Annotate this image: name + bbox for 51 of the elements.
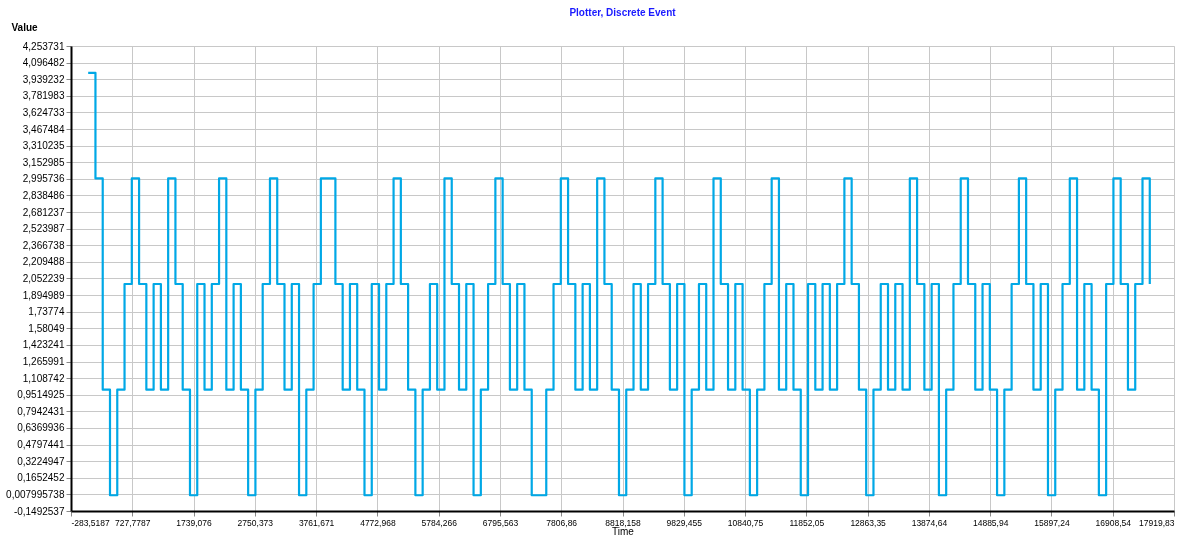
y-tick-label: 1,894989	[22, 289, 65, 301]
x-tick-label: 727,7787	[115, 517, 151, 528]
y-tick-label: 0,9514925	[17, 389, 65, 401]
y-tick-label: 2,838486	[22, 189, 65, 201]
x-tick-label: 11852,05	[789, 517, 825, 528]
x-tick-label: 7806,86	[546, 517, 578, 528]
y-tick-label: 3,781983	[22, 90, 65, 102]
x-tick-label: 2750,373	[237, 517, 274, 528]
y-tick-label: 2,523987	[22, 223, 65, 235]
y-tick-label: 2,995736	[22, 173, 65, 185]
y-tick-label: 0,7942431	[17, 405, 65, 417]
y-tick-label: 0,1652452	[17, 472, 65, 484]
x-tick-label: 13874,64	[911, 517, 948, 528]
y-tick-label: 2,209488	[22, 256, 65, 268]
y-tick-label: 4,096482	[22, 57, 65, 69]
y-tick-label: 2,681237	[22, 206, 65, 218]
x-tick-label: 12863,35	[850, 517, 887, 528]
y-tick-label: 2,366738	[22, 239, 65, 251]
x-tick-label: 3761,671	[298, 517, 335, 528]
x-tick-label: 8818,158	[605, 517, 641, 528]
y-tick-label: 1,265991	[22, 356, 65, 368]
y-tick-label: -0,1492537	[13, 505, 65, 517]
y-tick-label: 4,253731	[22, 40, 65, 52]
y-tick-label: 0,3224947	[17, 455, 65, 467]
x-tick-label: -283,5187	[71, 517, 111, 528]
y-tick-label: 3,152985	[22, 156, 65, 168]
y-tick-label: 3,310235	[22, 140, 65, 152]
y-tick-label: 3,939232	[22, 73, 65, 85]
x-tick-label: 17919,83	[1139, 517, 1175, 528]
y-tick-label: 3,467484	[22, 123, 65, 135]
y-tick-label: 1,73774	[28, 306, 65, 318]
x-tick-label: 4772,968	[360, 517, 396, 528]
y-tick-label: 0,4797441	[17, 439, 65, 451]
y-tick-label: 2,052239	[22, 273, 65, 284]
x-axis-title: Time	[612, 526, 635, 537]
x-tick-label: 10840,75	[727, 517, 764, 528]
x-tick-label: 9829,455	[666, 517, 703, 528]
x-tick-label: 1739,076	[176, 517, 213, 528]
x-tick-label: 14885,94	[972, 517, 1009, 528]
x-tick-label: 15897,24	[1034, 517, 1070, 528]
y-tick-label: 0,6369936	[17, 422, 65, 434]
y-tick-label: 0,007995738	[6, 488, 65, 500]
x-tick-label: 6795,563	[482, 517, 519, 528]
x-tick-label: 5784,266	[421, 517, 458, 528]
chart-title: Plotter, Discrete Event	[569, 7, 677, 18]
y-tick-label: 1,108742	[22, 372, 65, 384]
x-tick-label: 16908,54	[1095, 517, 1132, 528]
y-axis-title: Value	[11, 21, 39, 33]
y-tick-label: 3,624733	[22, 106, 65, 118]
y-tick-label: 1,423241	[22, 339, 65, 351]
y-tick-label: 1,58049	[28, 322, 65, 334]
